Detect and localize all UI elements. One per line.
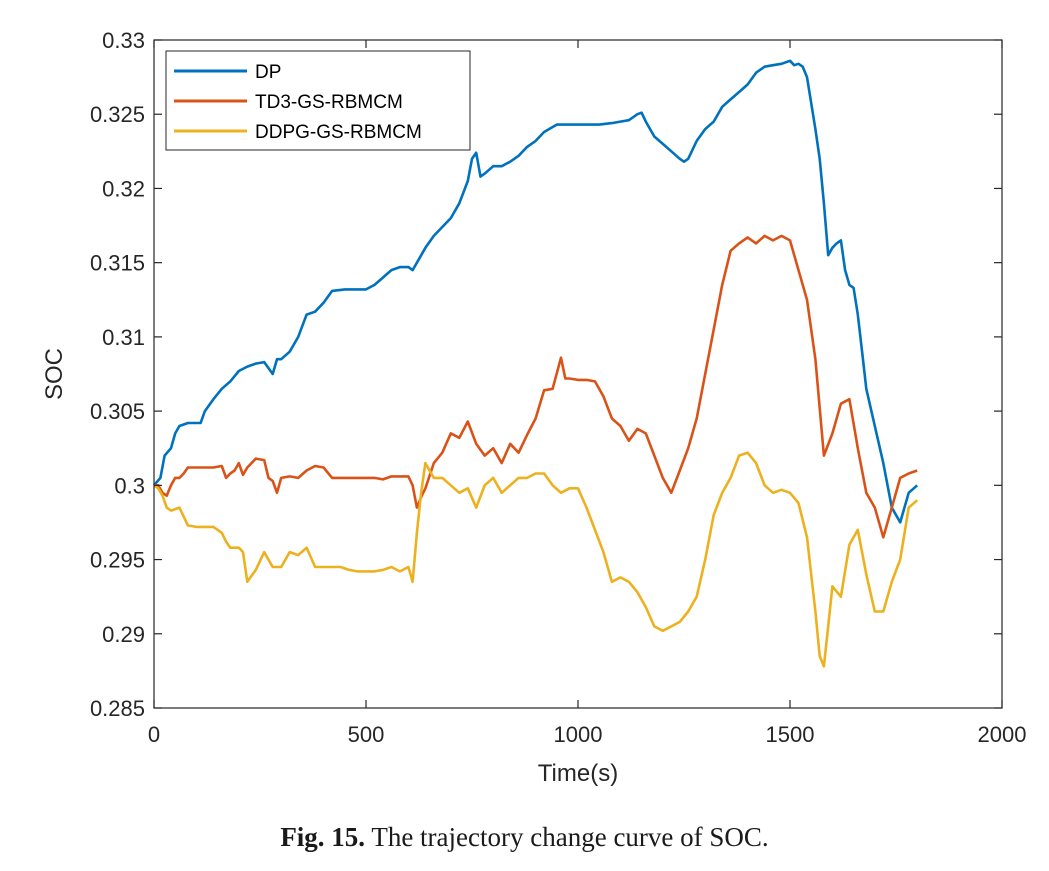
series-line-1 xyxy=(154,234,918,539)
legend-label-dp: DP xyxy=(255,62,281,83)
y-tick-label: 0.3 xyxy=(114,473,145,498)
y-tick-label: 0.325 xyxy=(90,102,145,127)
y-axis-label: SOC xyxy=(41,348,68,400)
figure-caption-label: Fig. 15. xyxy=(280,822,366,852)
y-tick-label: 0.295 xyxy=(90,548,145,573)
soc-trajectory-chart: 0 500 1000 1500 2000 0.2850.290.2950.30.3050… xyxy=(41,28,1027,787)
legend-label-ddpg: DDPG-GS-RBMCM xyxy=(255,122,422,143)
y-ticks: 0.285 0.29 0.295 0.3 0.305 0.31 0.315 0.32 0.325… xyxy=(90,28,1002,721)
y-tick-label: 0.33 xyxy=(102,28,145,53)
x-axis-label: Time(s) xyxy=(538,760,618,787)
y-tick-label: 0.32 xyxy=(102,176,145,201)
series-line-0 xyxy=(153,59,919,524)
legend: DP TD3-GS-RBMCM DDPG-GS-RBMCM xyxy=(165,50,471,151)
legend-label-td3: TD3-GS-RBMCM xyxy=(255,92,403,113)
y-tick-label: 0.31 xyxy=(102,325,145,350)
y-tick-label: 0.29 xyxy=(102,622,145,647)
y-tick-label: 0.315 xyxy=(90,251,145,276)
plot-background xyxy=(154,40,1002,708)
series-line-2 xyxy=(153,451,919,668)
x-tick-label: 500 xyxy=(348,722,385,747)
y-tick-label: 0.305 xyxy=(90,399,145,424)
x-tick-label: 1000 xyxy=(554,722,603,747)
x-ticks: 0 500 1000 1500 2000 xyxy=(148,40,1027,747)
x-tick-label: 0 xyxy=(148,722,160,747)
figure-caption-text: The trajectory change curve of SOC. xyxy=(371,822,769,852)
y-tick-label: 0.285 xyxy=(90,696,145,721)
x-tick-label: 2000 xyxy=(978,722,1027,747)
x-tick-label: 1500 xyxy=(766,722,815,747)
figure-caption: Fig. 15. The trajectory change curve of … xyxy=(0,822,1049,853)
series-layer xyxy=(153,59,919,668)
